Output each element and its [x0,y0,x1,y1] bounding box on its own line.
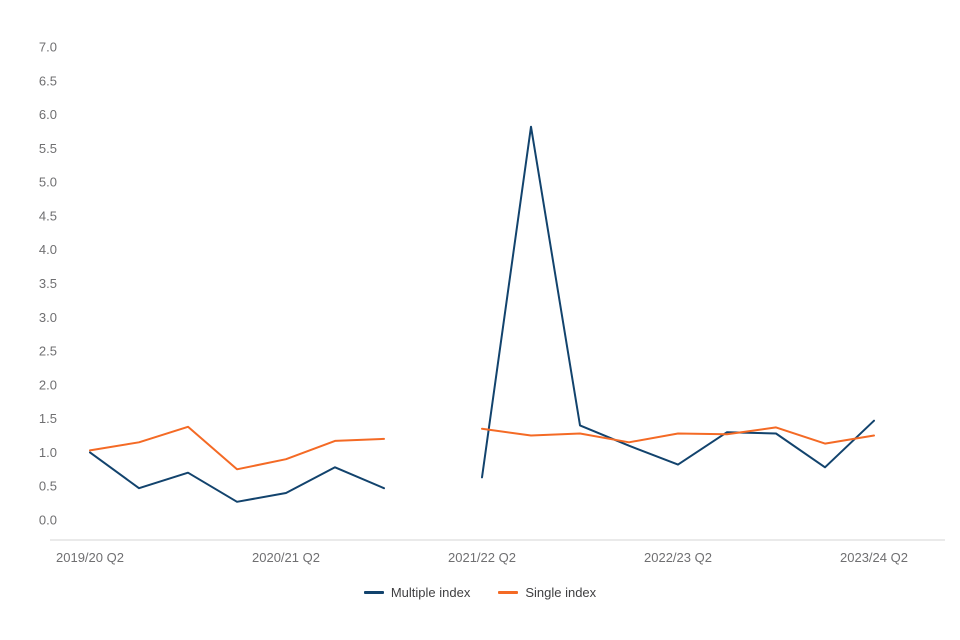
x-tick-label: 2021/22 Q2 [448,550,516,565]
y-tick-label: 6.0 [39,107,57,122]
y-tick-label: 7.0 [39,40,57,55]
y-tick-label: 3.5 [39,276,57,291]
series-line-multiple-index [481,125,875,479]
x-tick-label: 2023/24 Q2 [840,550,908,565]
x-tick-label: 2022/23 Q2 [644,550,712,565]
series-lines [89,125,875,503]
legend-item-single-index: Single index [498,585,596,600]
x-tick-label: 2019/20 Q2 [56,550,124,565]
chart-legend: Multiple index Single index [0,585,960,600]
series-line-single-index [481,426,875,445]
y-tick-label: 2.0 [39,377,57,392]
series-line-single-index [89,425,385,471]
y-tick-label: 1.0 [39,445,57,460]
y-tick-label: 3.0 [39,310,57,325]
y-tick-label: 4.0 [39,242,57,257]
multiple-index-line-swatch [363,591,384,594]
y-tick-label: 5.5 [39,141,57,156]
series-line-multiple-index [89,451,385,503]
y-tick-label: 2.5 [39,344,57,359]
y-tick-label: 5.0 [39,175,57,190]
y-tick-label: 1.5 [39,411,57,426]
y-tick-label: 6.5 [39,73,57,88]
y-axis-tick-labels: 0.0 0.5 1.0 1.5 2.0 2.5 3.0 3.5 4.0 4.5 5.0 5.5 6.0 6… [39,40,57,528]
legend-item-multiple-index: Multiple index [363,585,471,600]
x-tick-label: 2020/21 Q2 [252,550,320,565]
single-index-line-swatch [498,591,519,594]
y-tick-label: 0.0 [39,513,57,528]
y-tick-label: 4.5 [39,208,57,223]
legend-label-multiple-index: Multiple index [390,585,471,600]
y-tick-label: 0.5 [39,479,57,494]
legend-label-single-index: Single index [525,585,597,600]
x-axis-tick-labels: 2019/20 Q2 2020/21 Q2 2021/22 Q2 2022/23 Q2… [56,550,908,565]
